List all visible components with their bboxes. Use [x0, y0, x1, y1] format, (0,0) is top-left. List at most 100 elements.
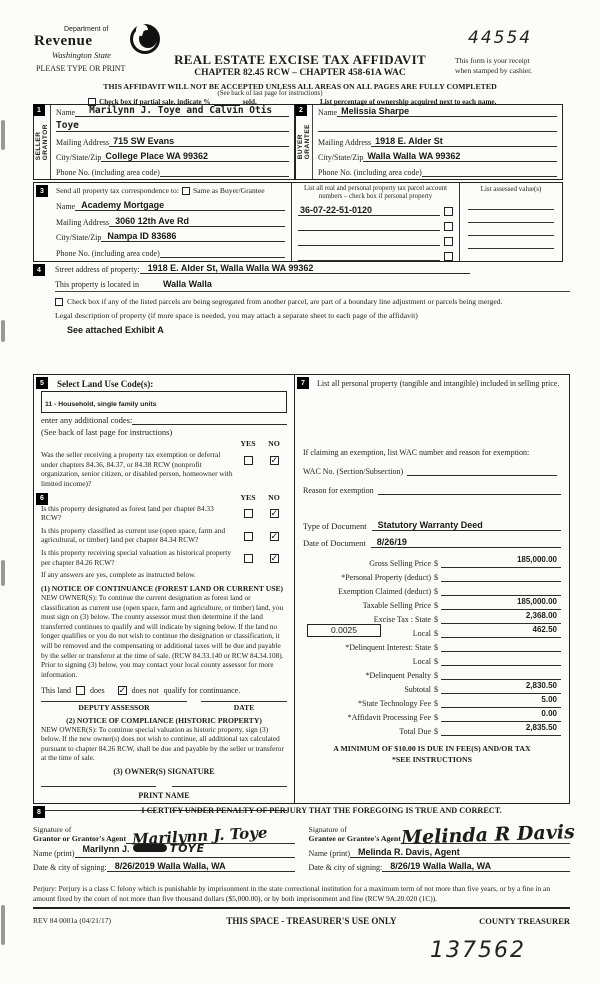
- exemption-claimed-field[interactable]: [441, 577, 561, 596]
- acceptance-warning: THIS AFFIDAVIT WILL NOT BE ACCEPTED UNLE…: [103, 82, 497, 91]
- buyer-name-field-2[interactable]: [318, 122, 557, 132]
- current-use-no-checkbox[interactable]: ✓: [269, 531, 279, 542]
- buyer-phone-field[interactable]: [421, 167, 557, 177]
- scan-artifact: [1, 120, 5, 150]
- notice-compliance-title: (2) NOTICE OF COMPLIANCE (HISTORIC PROPE…: [66, 715, 262, 725]
- parcel-field-2[interactable]: [298, 221, 440, 232]
- delinquent-interest-local-row: Local $: [303, 652, 561, 666]
- land-does-not-checkbox[interactable]: ✓: [117, 685, 127, 696]
- print-name-field-1[interactable]: [41, 810, 156, 811]
- forest-no-checkbox[interactable]: ✓: [269, 509, 279, 520]
- buyer-name-field[interactable]: Melissia Sharpe: [337, 106, 557, 117]
- parcel-field-1[interactable]: 36-07-22-51-0120: [298, 205, 440, 217]
- buyer-side-label: BUYER GRANTEE: [296, 105, 313, 179]
- grantee-date-field[interactable]: 8/26/19 Walla Walla, WA: [382, 861, 570, 872]
- assessed-value-field-3[interactable]: [468, 223, 554, 236]
- taxable-selling-price-row: Taxable Selling Price $185,000.00: [303, 596, 561, 610]
- land-use-section: 5 Select Land Use Code(s): 11 - Househol…: [33, 374, 295, 811]
- state-technology-fee-field[interactable]: 5.00: [441, 689, 561, 708]
- buyer-address-field[interactable]: 1918 E. Alder St: [371, 136, 557, 147]
- street-address-field[interactable]: 1918 E. Alder St, Walla Walla WA 99362: [139, 263, 470, 274]
- exemption-reason-field[interactable]: [377, 485, 561, 495]
- grantor-name-handwritten: TOYE: [169, 842, 206, 855]
- excise-tax-local-row: 0.0025 Local $462.50: [303, 623, 561, 638]
- see-back-note: (See back of last page for instructions): [217, 90, 323, 97]
- logo-dept-label: Department of: [64, 26, 109, 33]
- segregated-checkbox[interactable]: [55, 297, 63, 306]
- seller-name-field-2[interactable]: Toye: [56, 120, 289, 132]
- document-type-field[interactable]: Statutory Warranty Deed: [371, 520, 561, 531]
- total-due-field[interactable]: 2,835.50: [441, 717, 561, 736]
- assessed-value-field-2[interactable]: [468, 210, 554, 223]
- footer: REV 84 0001a (04/21/17) THIS SPACE - TRE…: [33, 916, 570, 926]
- affidavit-processing-fee-field[interactable]: 0.00: [441, 703, 561, 722]
- grantee-name-print-field[interactable]: Melinda R. Davis, Agent: [350, 847, 570, 858]
- land-does-checkbox[interactable]: [76, 685, 85, 695]
- section-7-badge: 7: [297, 377, 309, 389]
- section-4-badge: 4: [33, 264, 45, 276]
- partial-sale-checkbox[interactable]: [88, 98, 96, 106]
- buyer-city-field[interactable]: Walla Walla WA 99362: [363, 151, 557, 162]
- grantor-date-field[interactable]: 8/26/2019 Walla Walla, WA: [106, 861, 295, 872]
- assessed-value-field-1[interactable]: [468, 197, 554, 210]
- forest-yes-checkbox[interactable]: [243, 509, 253, 519]
- excise-tax-state-field[interactable]: 2,368.00: [441, 605, 561, 624]
- s5-no-checkbox[interactable]: ✓: [269, 455, 279, 466]
- additional-codes-field[interactable]: [132, 415, 287, 425]
- excise-tax-local-field[interactable]: 462.50: [441, 619, 561, 638]
- header: Department of Revenue Washington State 4…: [0, 20, 600, 106]
- grantee-signature-field[interactable]: Melinda R Davis: [400, 821, 574, 849]
- personal-property-deduct-field[interactable]: [441, 563, 561, 582]
- delinquent-interest-state-field[interactable]: [441, 633, 561, 652]
- land-use-code-select[interactable]: 11 - Household, single family units: [41, 391, 287, 413]
- owner-signature-field-2[interactable]: [172, 786, 287, 787]
- certify-statement: I CERTIFY UNDER PENALTY OF PERJURY THAT …: [141, 806, 502, 815]
- seller-city-field[interactable]: College Place WA 99362: [101, 151, 289, 162]
- owner-signature-field-1[interactable]: [41, 786, 156, 787]
- percent-sold-field[interactable]: [213, 98, 240, 106]
- seller-side-label: SELLER GRANTOR: [34, 105, 51, 179]
- grantor-signature-field[interactable]: Marilynn J. Toye: [126, 823, 295, 849]
- section-6-badge: 6: [36, 492, 48, 505]
- legal-description-value: See attached Exhibit A: [67, 325, 164, 335]
- delinquent-penalty-field[interactable]: [441, 661, 561, 680]
- print-name-field-2[interactable]: [172, 810, 287, 811]
- personal-property-checkbox-3[interactable]: [444, 237, 453, 247]
- historic-yes-checkbox[interactable]: [243, 553, 253, 563]
- grantor-name-print-field[interactable]: Marilynn J. TOYE: [74, 842, 295, 858]
- partial-sale-row: Check box if partial sale, indicate % so…: [88, 98, 257, 106]
- parcel-field-3[interactable]: [298, 236, 440, 247]
- seller-section: 1 SELLER GRANTOR Name Marilynn J. Toye a…: [33, 104, 295, 180]
- personal-property-checkbox-1[interactable]: [444, 207, 453, 217]
- document-date-field[interactable]: 8/26/19: [370, 537, 561, 548]
- correspondence-address-field[interactable]: 3060 12th Ave Rd: [109, 216, 285, 227]
- subtotal-row: Subtotal $2,830.50: [303, 680, 561, 694]
- please-type-label: PLEASE TYPE OR PRINT: [36, 64, 126, 73]
- seller-phone-field[interactable]: [159, 167, 289, 177]
- delinquent-interest-local-field[interactable]: [441, 647, 561, 666]
- delinquent-penalty-row: *Delinquent Penalty $: [303, 666, 561, 680]
- wac-number-field[interactable]: [407, 466, 558, 476]
- certification-section: 8 I CERTIFY UNDER PENALTY OF PERJURY THA…: [33, 806, 575, 872]
- gross-selling-price-field[interactable]: 185,000.00: [441, 549, 561, 568]
- subtotal-field[interactable]: 2,830.50: [441, 675, 561, 694]
- assessed-value-field-4[interactable]: [468, 236, 554, 249]
- personal-property-checkbox-4[interactable]: [444, 252, 453, 262]
- correspondence-name-field[interactable]: Academy Mortgage: [75, 200, 285, 211]
- same-as-buyer-checkbox[interactable]: [181, 186, 190, 195]
- correspondence-phone-field[interactable]: [159, 248, 285, 258]
- parcel-field-4[interactable]: [298, 251, 440, 262]
- personal-property-checkbox-2[interactable]: [444, 222, 453, 232]
- seller-name-field[interactable]: Marilynn J. Toye and Calvin Otis: [75, 105, 289, 117]
- current-use-yes-checkbox[interactable]: [243, 531, 253, 541]
- s5-yes-checkbox[interactable]: [243, 455, 253, 465]
- tax-calculation-table: Gross Selling Price $185,000.00 *Personal…: [303, 554, 561, 736]
- correspondence-city-field[interactable]: Nampa ID 83686: [101, 231, 285, 243]
- historic-no-checkbox[interactable]: ✓: [269, 553, 279, 564]
- logo-revenue-label: Revenue: [34, 33, 93, 49]
- grantee-signature: Melinda R Davis: [400, 820, 575, 850]
- local-rate-box: 0.0025: [307, 623, 381, 637]
- taxable-selling-price-field[interactable]: 185,000.00: [441, 591, 561, 610]
- deputy-assessor-line: DEPUTY ASSESSOR: [41, 700, 188, 712]
- seller-address-field[interactable]: 715 SW Evans: [109, 136, 289, 147]
